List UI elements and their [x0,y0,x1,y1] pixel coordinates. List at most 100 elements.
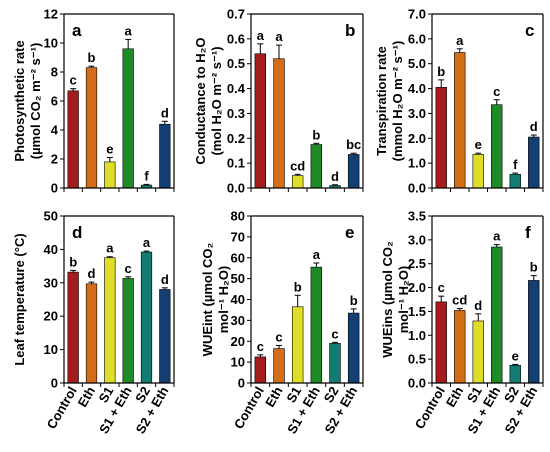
bar [435,87,447,189]
chart-panel-f: ccd d a e b 0.0 0.5 1.0 1.5 2.0 2.5 3.0 3.5 ControlEt… [380,209,544,436]
y-tick-label: 0.0 [227,181,245,196]
y-tick-label: 4.0 [408,81,426,96]
bar [254,53,267,189]
significance-letter: d [474,298,482,313]
significance-letter: f [144,168,149,183]
y-tick-label: 0.6 [227,31,245,46]
bar [491,104,503,189]
y-axis-title-line: mol⁻¹ H₂O) [396,266,411,334]
x-category-label: Eth [443,384,466,410]
significance-letter: d [161,272,169,287]
bar [291,175,304,189]
x-category-label: S1 [283,384,304,405]
y-tick-label: 0.3 [227,106,245,121]
x-category-label: S1 [464,384,485,405]
y-axis-title: Conductance to H₂O(mol H₂O m⁻² s⁻¹) [193,37,224,164]
y-tick-label: 10 [231,355,245,370]
bar [472,154,484,189]
y-tick-label: 2.0 [408,131,426,146]
y-axis-title: WUEins (µmol CO₂mol⁻¹ H₂O) [380,241,411,358]
y-tick-label: 8 [51,65,58,80]
bar [329,343,341,384]
panel-label: c [525,21,534,40]
y-tick-label: 0.2 [227,131,245,146]
significance-letter: bc [346,137,361,152]
y-tick-label: 0 [238,376,245,391]
y-tick-label: 30 [231,313,245,328]
y-tick-label: 50 [231,271,245,286]
significance-letter: c [275,329,282,344]
y-tick-label: 0.5 [408,352,426,367]
bar [85,283,98,384]
y-tick-label: 40 [231,292,245,307]
chart-panel-c: b a e c f d 0.0 1.0 2.0 3.0 4.0 5.0 6.0 7.0 c Transpira… [374,7,544,196]
bar [159,123,171,189]
significance-letter: c [438,280,445,295]
y-tick-label: 20 [231,334,245,349]
significance-letter: cd [290,158,305,173]
bar [67,90,79,189]
y-tick-label: 6 [51,94,58,109]
y-axis-title-line: Leaf temperature (°C) [12,233,27,365]
significance-letter: cd [452,293,467,308]
y-tick-label: 1.5 [408,304,426,319]
y-tick-label: 0.1 [227,156,245,171]
x-category-label: Control [412,384,448,432]
bar [435,301,447,384]
significance-letter: a [125,23,133,38]
y-axis-title: Leaf temperature (°C) [12,233,27,365]
y-tick-label: 10 [44,36,58,51]
y-axis-title-line: WUEins (µmol CO₂ [380,241,395,358]
bar [291,306,304,384]
significance-letter: c [331,326,338,341]
x-category-label: Eth [262,384,285,410]
y-tick-label: 1.0 [408,328,426,343]
bar [454,310,466,384]
bar [273,58,285,189]
y-tick-label: 50 [44,209,58,224]
bar [310,144,323,189]
y-tick-label: 80 [231,209,245,224]
y-tick-label: 6.0 [408,31,426,46]
significance-letter: c [493,84,500,99]
bar [347,312,360,384]
significance-letter: a [456,33,464,48]
y-axis-title: Photosynthetic rate(µmol CO₂ m⁻² s⁻¹) [12,40,43,161]
y-tick-label: 30 [44,275,58,290]
significance-letter: a [493,229,501,244]
y-axis-title-line: WUEint (µmol CO₂ [200,242,215,356]
y-tick-label: 0.5 [227,56,245,71]
significance-letter: c [125,261,132,276]
bar [310,266,323,384]
y-tick-label: 40 [44,242,58,257]
y-tick-label: 5.0 [408,56,426,71]
bar [67,271,79,384]
x-category-label: Eth [75,384,98,410]
significance-letter: a [106,241,114,256]
significance-letter: d [530,119,538,134]
bar [528,136,540,189]
y-tick-label: 3.0 [408,232,426,247]
significance-letter: d [161,105,169,120]
y-axis-title-line: (µmol CO₂ m⁻² s⁻¹) [28,43,43,160]
significance-letter: b [69,254,77,269]
significance-letter: b [350,293,358,308]
significance-letter: f [513,157,518,172]
y-axis-title-line: mol⁻¹ H₂O) [216,266,231,334]
y-tick-label: 7.0 [408,7,426,22]
bar [122,48,134,189]
y-axis-title-line: (mmol H₂O m⁻² s⁻¹) [390,41,405,162]
y-tick-label: 4 [51,123,59,138]
y-tick-label: 3.5 [408,209,426,224]
panel-label: e [345,223,354,242]
significance-letter: e [512,348,519,363]
significance-letter: b [294,279,302,294]
bar [472,320,484,384]
y-axis-title-line: Conductance to H₂O [193,37,208,164]
y-tick-label: 12 [44,7,58,22]
bar [509,174,521,189]
x-category-label: S2 [321,384,342,405]
